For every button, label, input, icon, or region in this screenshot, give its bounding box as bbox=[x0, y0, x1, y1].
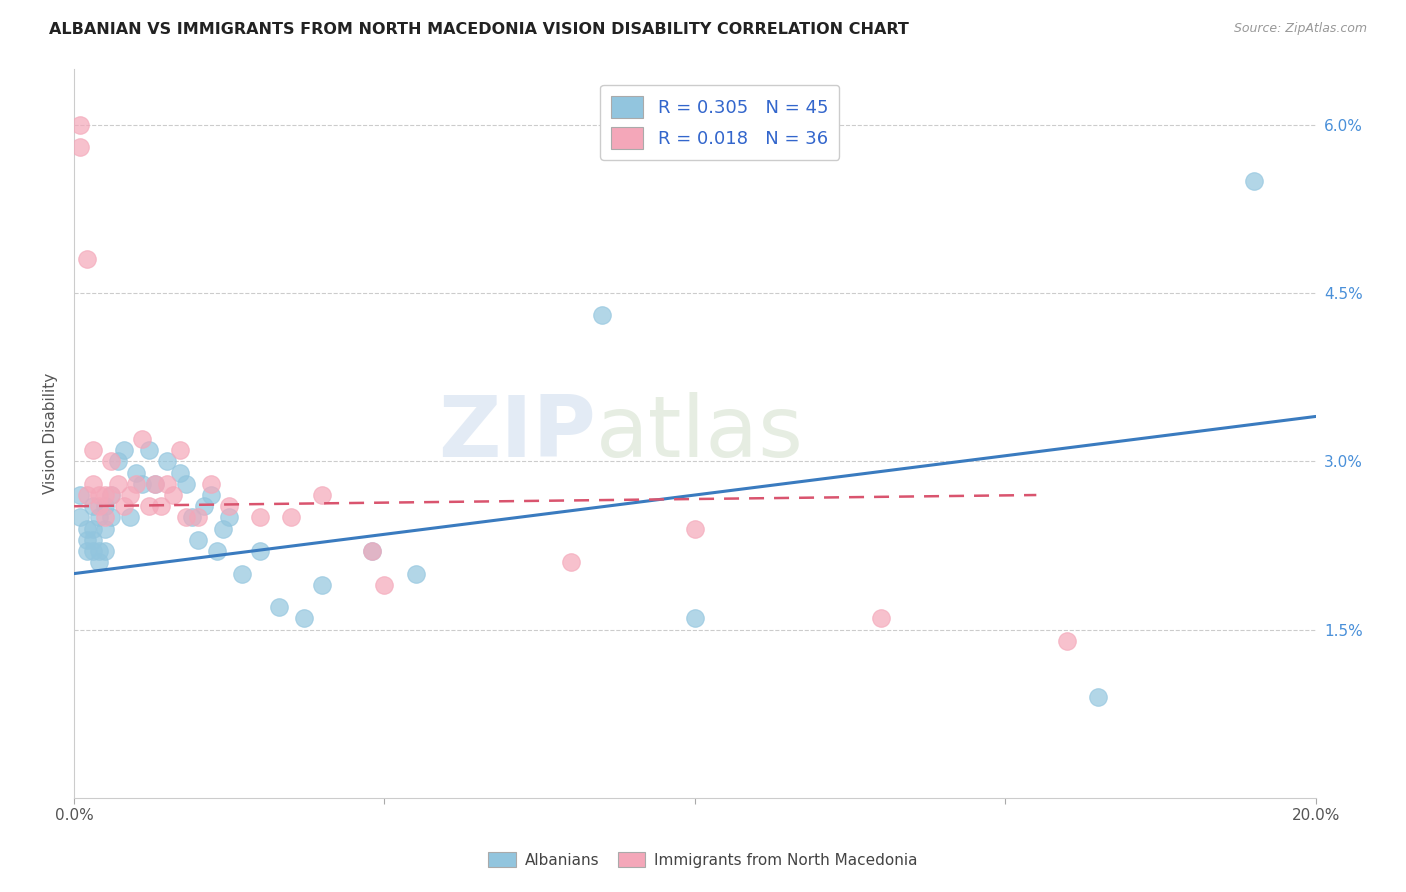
Point bbox=[1243, 174, 1265, 188]
Point bbox=[76, 488, 98, 502]
Point bbox=[870, 611, 893, 625]
Point bbox=[107, 476, 129, 491]
Point bbox=[138, 500, 160, 514]
Point bbox=[87, 510, 110, 524]
Point bbox=[82, 544, 104, 558]
Legend: Albanians, Immigrants from North Macedonia: Albanians, Immigrants from North Macedon… bbox=[482, 846, 924, 873]
Point bbox=[1087, 690, 1109, 704]
Point bbox=[112, 500, 135, 514]
Point bbox=[231, 566, 253, 581]
Point bbox=[82, 476, 104, 491]
Point bbox=[1056, 634, 1078, 648]
Point bbox=[94, 488, 117, 502]
Point bbox=[69, 140, 91, 154]
Point bbox=[76, 533, 98, 547]
Y-axis label: Vision Disability: Vision Disability bbox=[44, 373, 58, 494]
Point bbox=[187, 533, 209, 547]
Point bbox=[125, 466, 148, 480]
Point bbox=[292, 611, 315, 625]
Point bbox=[156, 476, 179, 491]
Point bbox=[100, 510, 122, 524]
Text: ALBANIAN VS IMMIGRANTS FROM NORTH MACEDONIA VISION DISABILITY CORRELATION CHART: ALBANIAN VS IMMIGRANTS FROM NORTH MACEDO… bbox=[49, 22, 910, 37]
Point bbox=[131, 432, 153, 446]
Point bbox=[181, 510, 204, 524]
Point bbox=[267, 600, 290, 615]
Point bbox=[112, 443, 135, 458]
Point bbox=[405, 566, 427, 581]
Point bbox=[361, 544, 384, 558]
Point bbox=[218, 510, 240, 524]
Text: ZIP: ZIP bbox=[437, 392, 596, 475]
Text: Source: ZipAtlas.com: Source: ZipAtlas.com bbox=[1233, 22, 1367, 36]
Point bbox=[76, 522, 98, 536]
Point bbox=[94, 510, 117, 524]
Point bbox=[193, 500, 215, 514]
Point bbox=[69, 510, 91, 524]
Point bbox=[82, 522, 104, 536]
Point bbox=[76, 252, 98, 267]
Point bbox=[311, 578, 333, 592]
Point bbox=[69, 488, 91, 502]
Text: atlas: atlas bbox=[596, 392, 804, 475]
Point bbox=[100, 488, 122, 502]
Point bbox=[150, 500, 173, 514]
Point bbox=[143, 476, 166, 491]
Point bbox=[162, 488, 184, 502]
Point bbox=[311, 488, 333, 502]
Point bbox=[169, 466, 191, 480]
Point bbox=[212, 522, 235, 536]
Point bbox=[87, 544, 110, 558]
Point bbox=[87, 555, 110, 569]
Point bbox=[200, 488, 222, 502]
Point bbox=[107, 454, 129, 468]
Point bbox=[174, 476, 197, 491]
Point bbox=[69, 118, 91, 132]
Point bbox=[200, 476, 222, 491]
Point bbox=[94, 500, 117, 514]
Point bbox=[249, 510, 271, 524]
Point bbox=[280, 510, 302, 524]
Point bbox=[100, 488, 122, 502]
Point bbox=[373, 578, 395, 592]
Point bbox=[94, 522, 117, 536]
Point bbox=[143, 476, 166, 491]
Point bbox=[156, 454, 179, 468]
Point bbox=[125, 476, 148, 491]
Point bbox=[76, 544, 98, 558]
Point bbox=[169, 443, 191, 458]
Point bbox=[118, 510, 141, 524]
Point bbox=[218, 500, 240, 514]
Point bbox=[82, 500, 104, 514]
Point bbox=[249, 544, 271, 558]
Point bbox=[683, 522, 706, 536]
Point bbox=[138, 443, 160, 458]
Point bbox=[94, 544, 117, 558]
Legend: R = 0.305   N = 45, R = 0.018   N = 36: R = 0.305 N = 45, R = 0.018 N = 36 bbox=[600, 85, 839, 160]
Point bbox=[87, 488, 110, 502]
Point bbox=[205, 544, 228, 558]
Point bbox=[87, 500, 110, 514]
Point bbox=[683, 611, 706, 625]
Point bbox=[131, 476, 153, 491]
Point bbox=[361, 544, 384, 558]
Point bbox=[591, 309, 613, 323]
Point bbox=[187, 510, 209, 524]
Point bbox=[174, 510, 197, 524]
Point bbox=[100, 454, 122, 468]
Point bbox=[82, 443, 104, 458]
Point bbox=[560, 555, 582, 569]
Point bbox=[118, 488, 141, 502]
Point bbox=[82, 533, 104, 547]
